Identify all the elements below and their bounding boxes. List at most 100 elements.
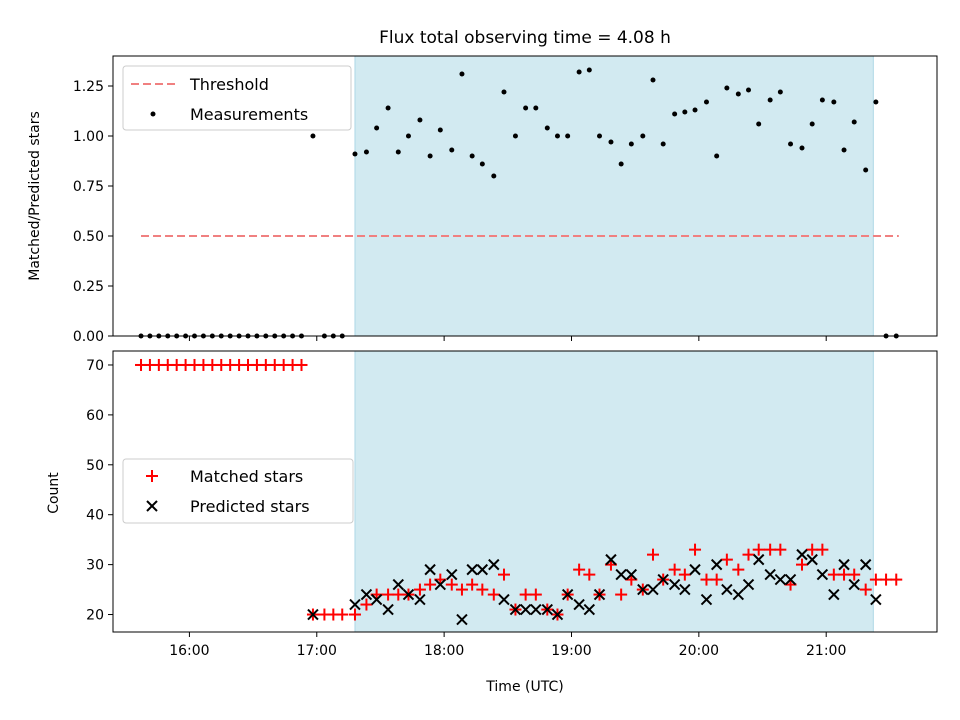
measurement-point	[714, 153, 720, 159]
measurement-point	[831, 99, 837, 105]
predicted-star-point	[668, 578, 681, 591]
predicted-star-point	[637, 583, 649, 596]
predicted-star-point	[700, 593, 713, 606]
predicted-star-point	[816, 568, 829, 581]
measurement-point	[819, 97, 825, 103]
measurement-point	[692, 107, 698, 113]
top-observing-span	[354, 55, 874, 337]
predicted-star-point	[774, 573, 787, 586]
measurement-point	[449, 147, 455, 153]
matched-star-point	[455, 583, 468, 596]
bottom-observing-span	[354, 350, 874, 633]
measurement-point	[310, 133, 316, 139]
predicted-star-point	[647, 583, 659, 596]
predicted-star-point	[796, 548, 808, 561]
legend-matched-label: Matched stars	[190, 467, 303, 486]
measurement-point	[735, 91, 741, 97]
predicted-star-point	[848, 578, 860, 591]
predicted-star-point	[519, 603, 532, 616]
predicted-star-point	[498, 593, 510, 606]
matched-star-point	[880, 573, 893, 586]
matched-star-point	[360, 598, 373, 611]
x-tick-label: 18:00	[424, 643, 464, 659]
predicted-star-point	[466, 563, 478, 576]
predicted-star-point	[530, 603, 542, 616]
predicted-star-point	[456, 613, 468, 626]
matched-star-point	[890, 573, 903, 586]
top-y-tick-label: 1.00	[73, 129, 104, 145]
matched-star-point	[859, 583, 872, 596]
matched-star-point	[720, 553, 733, 566]
matched-star-point	[445, 578, 458, 591]
predicted-star-point	[476, 563, 489, 576]
measurement-point	[703, 99, 709, 105]
matched-star-point	[827, 568, 840, 581]
measurement-point	[608, 139, 614, 145]
measurement-point	[756, 121, 762, 127]
measurement-point	[405, 133, 411, 139]
matched-star-point	[487, 588, 500, 601]
bottom-y-tick-label: 30	[86, 558, 104, 574]
matched-star-point	[752, 543, 765, 556]
predicted-star-point	[509, 603, 522, 616]
top-y-tick-label: 0.50	[73, 229, 104, 245]
x-tick-label: 19:00	[551, 643, 591, 659]
matched-star-point	[336, 608, 349, 621]
legend-measurements-label: Measurements	[190, 105, 308, 124]
matched-star-point	[519, 588, 532, 601]
measurement-point	[586, 67, 592, 73]
measurement-point	[352, 151, 358, 157]
matched-star-point	[466, 578, 479, 591]
matched-star-point	[583, 568, 596, 581]
matched-star-point	[424, 578, 437, 591]
matched-star-point	[700, 573, 713, 586]
measurement-point	[363, 149, 369, 155]
measurement-point	[479, 161, 485, 167]
predicted-star-point	[859, 558, 872, 571]
matched-star-point	[796, 558, 809, 571]
predicted-star-point	[573, 598, 585, 611]
top-legend: Threshold Measurements	[122, 65, 352, 131]
measurement-point	[395, 149, 401, 155]
legend-predicted-swatch	[146, 500, 158, 512]
predicted-star-point	[625, 568, 638, 581]
bottom-axes-frame	[112, 350, 938, 633]
predicted-star-point	[615, 568, 627, 581]
matched-star-point	[573, 563, 586, 576]
bottom-y-tick-label: 60	[86, 408, 104, 424]
x-tick-label: 17:00	[297, 643, 337, 659]
predicted-star-point	[360, 588, 373, 601]
matched-star-point	[732, 563, 745, 576]
bottom-legend: Matched stars Predicted stars	[122, 458, 354, 524]
matched-star-point	[848, 568, 861, 581]
predicted-star-point	[838, 558, 850, 571]
measurement-point	[873, 99, 879, 105]
measurement-point	[491, 173, 497, 179]
predicted-star-point	[488, 558, 500, 571]
top-y-axis-label: Matched/Predicted stars	[27, 111, 43, 281]
measurement-point	[374, 125, 380, 131]
matched-star-point	[678, 568, 691, 581]
top-y-tick-label: 0.25	[73, 279, 104, 295]
legend-matched-swatch	[146, 470, 158, 482]
predicted-star-point	[349, 598, 361, 611]
x-axis-label: Time (UTC)	[485, 679, 563, 695]
measurement-point	[469, 153, 475, 159]
measurement-point	[777, 89, 783, 95]
predicted-star-point	[446, 568, 458, 581]
bottom-panel: 20 30 40 50 60 70 16:00 17:00 18:00 19:00 20:00 21:…	[86, 350, 938, 659]
measurement-point	[544, 125, 550, 131]
legend-measurements-swatch	[150, 111, 156, 117]
predicted-star-point	[561, 588, 574, 601]
predicted-star-point	[605, 553, 617, 566]
predicted-star-point	[721, 583, 733, 596]
matched-star-point	[413, 583, 426, 596]
measurement-point	[809, 121, 815, 127]
matched-star-point	[816, 543, 829, 556]
measurement-point	[576, 69, 582, 75]
predicted-star-point	[583, 603, 596, 616]
matched-star-point	[838, 568, 851, 581]
predicted-star-point	[392, 578, 404, 591]
measurement-point	[799, 145, 805, 151]
